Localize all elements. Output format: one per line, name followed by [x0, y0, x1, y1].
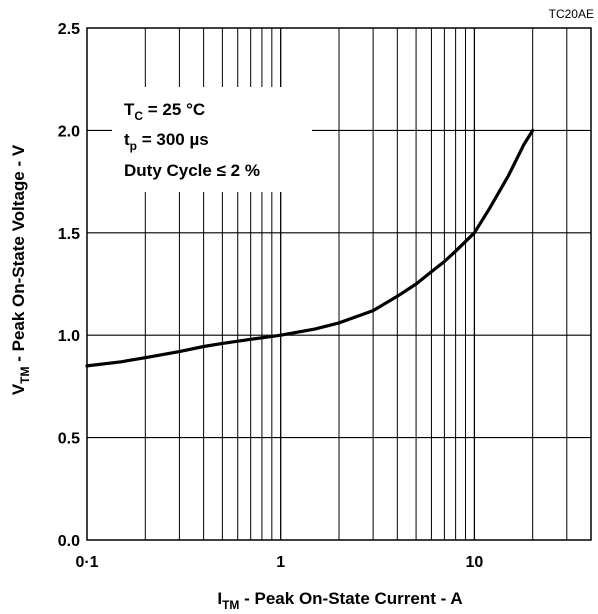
y-tick-label: 1.0	[58, 328, 80, 345]
x-axis-title: ITM - Peak On-State Current - A	[217, 589, 462, 612]
x-tick-labels: 0·1 1 10	[75, 554, 483, 571]
y-tick-label: 2.0	[58, 123, 80, 140]
y-tick-labels: 0.0 0.5 1.0 1.5 2.0 2.5	[58, 21, 80, 550]
annotation-temperature: TC = 25 °C	[124, 100, 205, 123]
x-tick-label: 1	[276, 554, 285, 571]
y-tick-label: 0.5	[58, 431, 80, 448]
x-tick-label: 0·1	[75, 554, 98, 571]
y-tick-label: 1.5	[58, 226, 80, 243]
annotation-duty-cycle: Duty Cycle ≤ 2 %	[124, 161, 260, 180]
y-tick-label: 2.5	[58, 21, 80, 38]
annotation-pulse-width: tp = 300 µs	[124, 130, 209, 153]
y-tick-label: 0.0	[58, 533, 80, 550]
x-tick-label: 10	[465, 554, 483, 571]
annotation-background	[112, 87, 312, 192]
series-line	[85, 128, 535, 368]
plot-frame	[86, 27, 592, 541]
figure-code: TC20AE	[549, 7, 594, 21]
y-axis-title: VTM - Peak On-State Voltage - V	[9, 144, 32, 395]
conditions-annotation: TC = 25 °C tp = 300 µs Duty Cycle ≤ 2 %	[112, 87, 312, 192]
